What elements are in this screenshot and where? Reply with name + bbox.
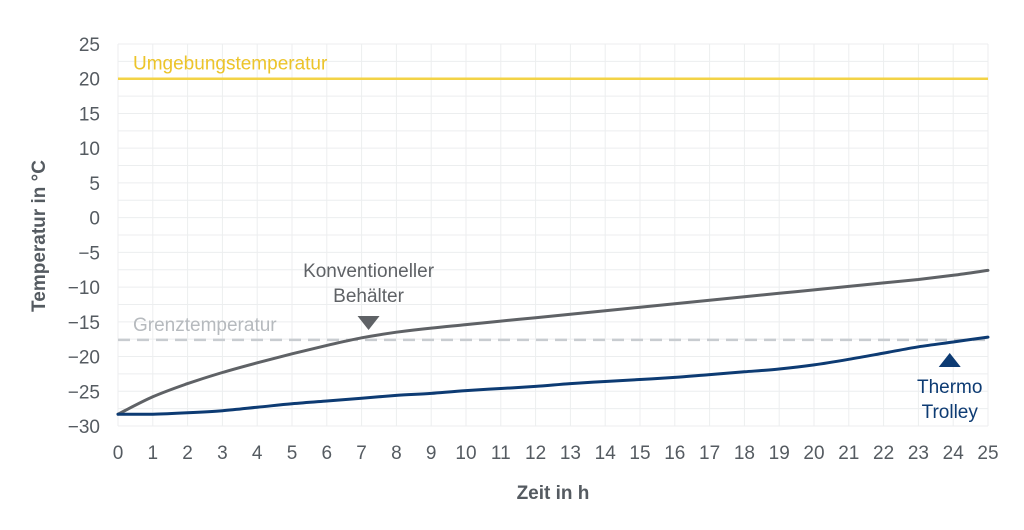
y-tick-label: 20 bbox=[79, 70, 100, 91]
x-tick-label: 7 bbox=[356, 443, 367, 464]
y-tick-label: −10 bbox=[68, 278, 100, 299]
x-tick-label: 10 bbox=[455, 443, 476, 464]
x-tick-label: 0 bbox=[113, 443, 124, 464]
annotation-label-konventioneller-behaelter: Behälter bbox=[333, 286, 404, 307]
y-axis-title: Temperatur in °C bbox=[29, 160, 50, 312]
series-line-thermo-trolley bbox=[116, 335, 990, 416]
y-tick-label: −30 bbox=[68, 417, 100, 438]
grid bbox=[117, 43, 989, 427]
y-tick-label: 25 bbox=[79, 35, 100, 56]
x-tick-label: 8 bbox=[391, 443, 402, 464]
x-tick-label: 23 bbox=[908, 443, 929, 464]
x-tick-label: 13 bbox=[560, 443, 581, 464]
y-tick-label: 5 bbox=[89, 174, 100, 195]
x-tick-label: 12 bbox=[525, 443, 546, 464]
x-tick-label: 15 bbox=[629, 443, 650, 464]
x-tick-label: 6 bbox=[322, 443, 333, 464]
x-tick-label: 17 bbox=[699, 443, 720, 464]
y-tick-label: 15 bbox=[79, 104, 100, 125]
series bbox=[116, 268, 990, 416]
x-tick-label: 9 bbox=[426, 443, 437, 464]
x-tick-label: 21 bbox=[838, 443, 859, 464]
reference-line-label: Umgebungstemperatur bbox=[133, 54, 328, 75]
reference-lines: Umgebungstemperatur Grenztemperatur bbox=[118, 54, 988, 342]
y-tick-label: 10 bbox=[79, 139, 100, 160]
x-tick-label: 24 bbox=[943, 443, 965, 464]
x-tick-label: 4 bbox=[252, 443, 263, 464]
x-tick-label: 1 bbox=[148, 443, 159, 464]
x-tick-label: 20 bbox=[803, 443, 824, 464]
series-line-konventioneller-behaelter bbox=[116, 268, 990, 416]
y-tick-label: −20 bbox=[68, 348, 100, 369]
y-tick-label: 0 bbox=[89, 209, 100, 230]
y-tick-label: −5 bbox=[78, 243, 100, 264]
y-tick-label: −15 bbox=[68, 313, 100, 334]
triangle-up-marker bbox=[938, 353, 961, 367]
reference-line-label: Grenztemperatur bbox=[133, 315, 277, 336]
x-tick-label: 22 bbox=[873, 443, 894, 464]
x-tick-label: 19 bbox=[769, 443, 790, 464]
x-tick-label: 5 bbox=[287, 443, 298, 464]
annotation-label-thermo-trolley: Thermo bbox=[917, 377, 982, 398]
x-tick-label: 2 bbox=[182, 443, 193, 464]
annotation-label-konventioneller-behaelter: Konventioneller bbox=[303, 261, 435, 282]
annotation-label-thermo-trolley: Trolley bbox=[922, 402, 979, 423]
x-tick-label: 25 bbox=[977, 443, 998, 464]
y-tick-label: −25 bbox=[68, 382, 100, 403]
annotations: Konventioneller Behälter Thermo Trolley bbox=[303, 261, 982, 423]
x-tick-label: 18 bbox=[734, 443, 755, 464]
x-tick-label: 11 bbox=[491, 443, 511, 464]
x-tick-label: 3 bbox=[217, 443, 228, 464]
x-tick-label: 16 bbox=[664, 443, 685, 464]
x-tick-label: 14 bbox=[595, 443, 617, 464]
triangle-down-marker bbox=[357, 316, 380, 330]
x-axis-ticks: 0 1 2 3 4 5 6 7 8 9 10 11 12 13 14 15 16 17 18 19 20 21 22 23 24… bbox=[113, 443, 999, 464]
x-axis-title: Zeit in h bbox=[517, 483, 590, 504]
y-axis-ticks: 25 20 15 10 5 0 −5 −10 −15 −20 −25 −30 bbox=[68, 35, 100, 438]
